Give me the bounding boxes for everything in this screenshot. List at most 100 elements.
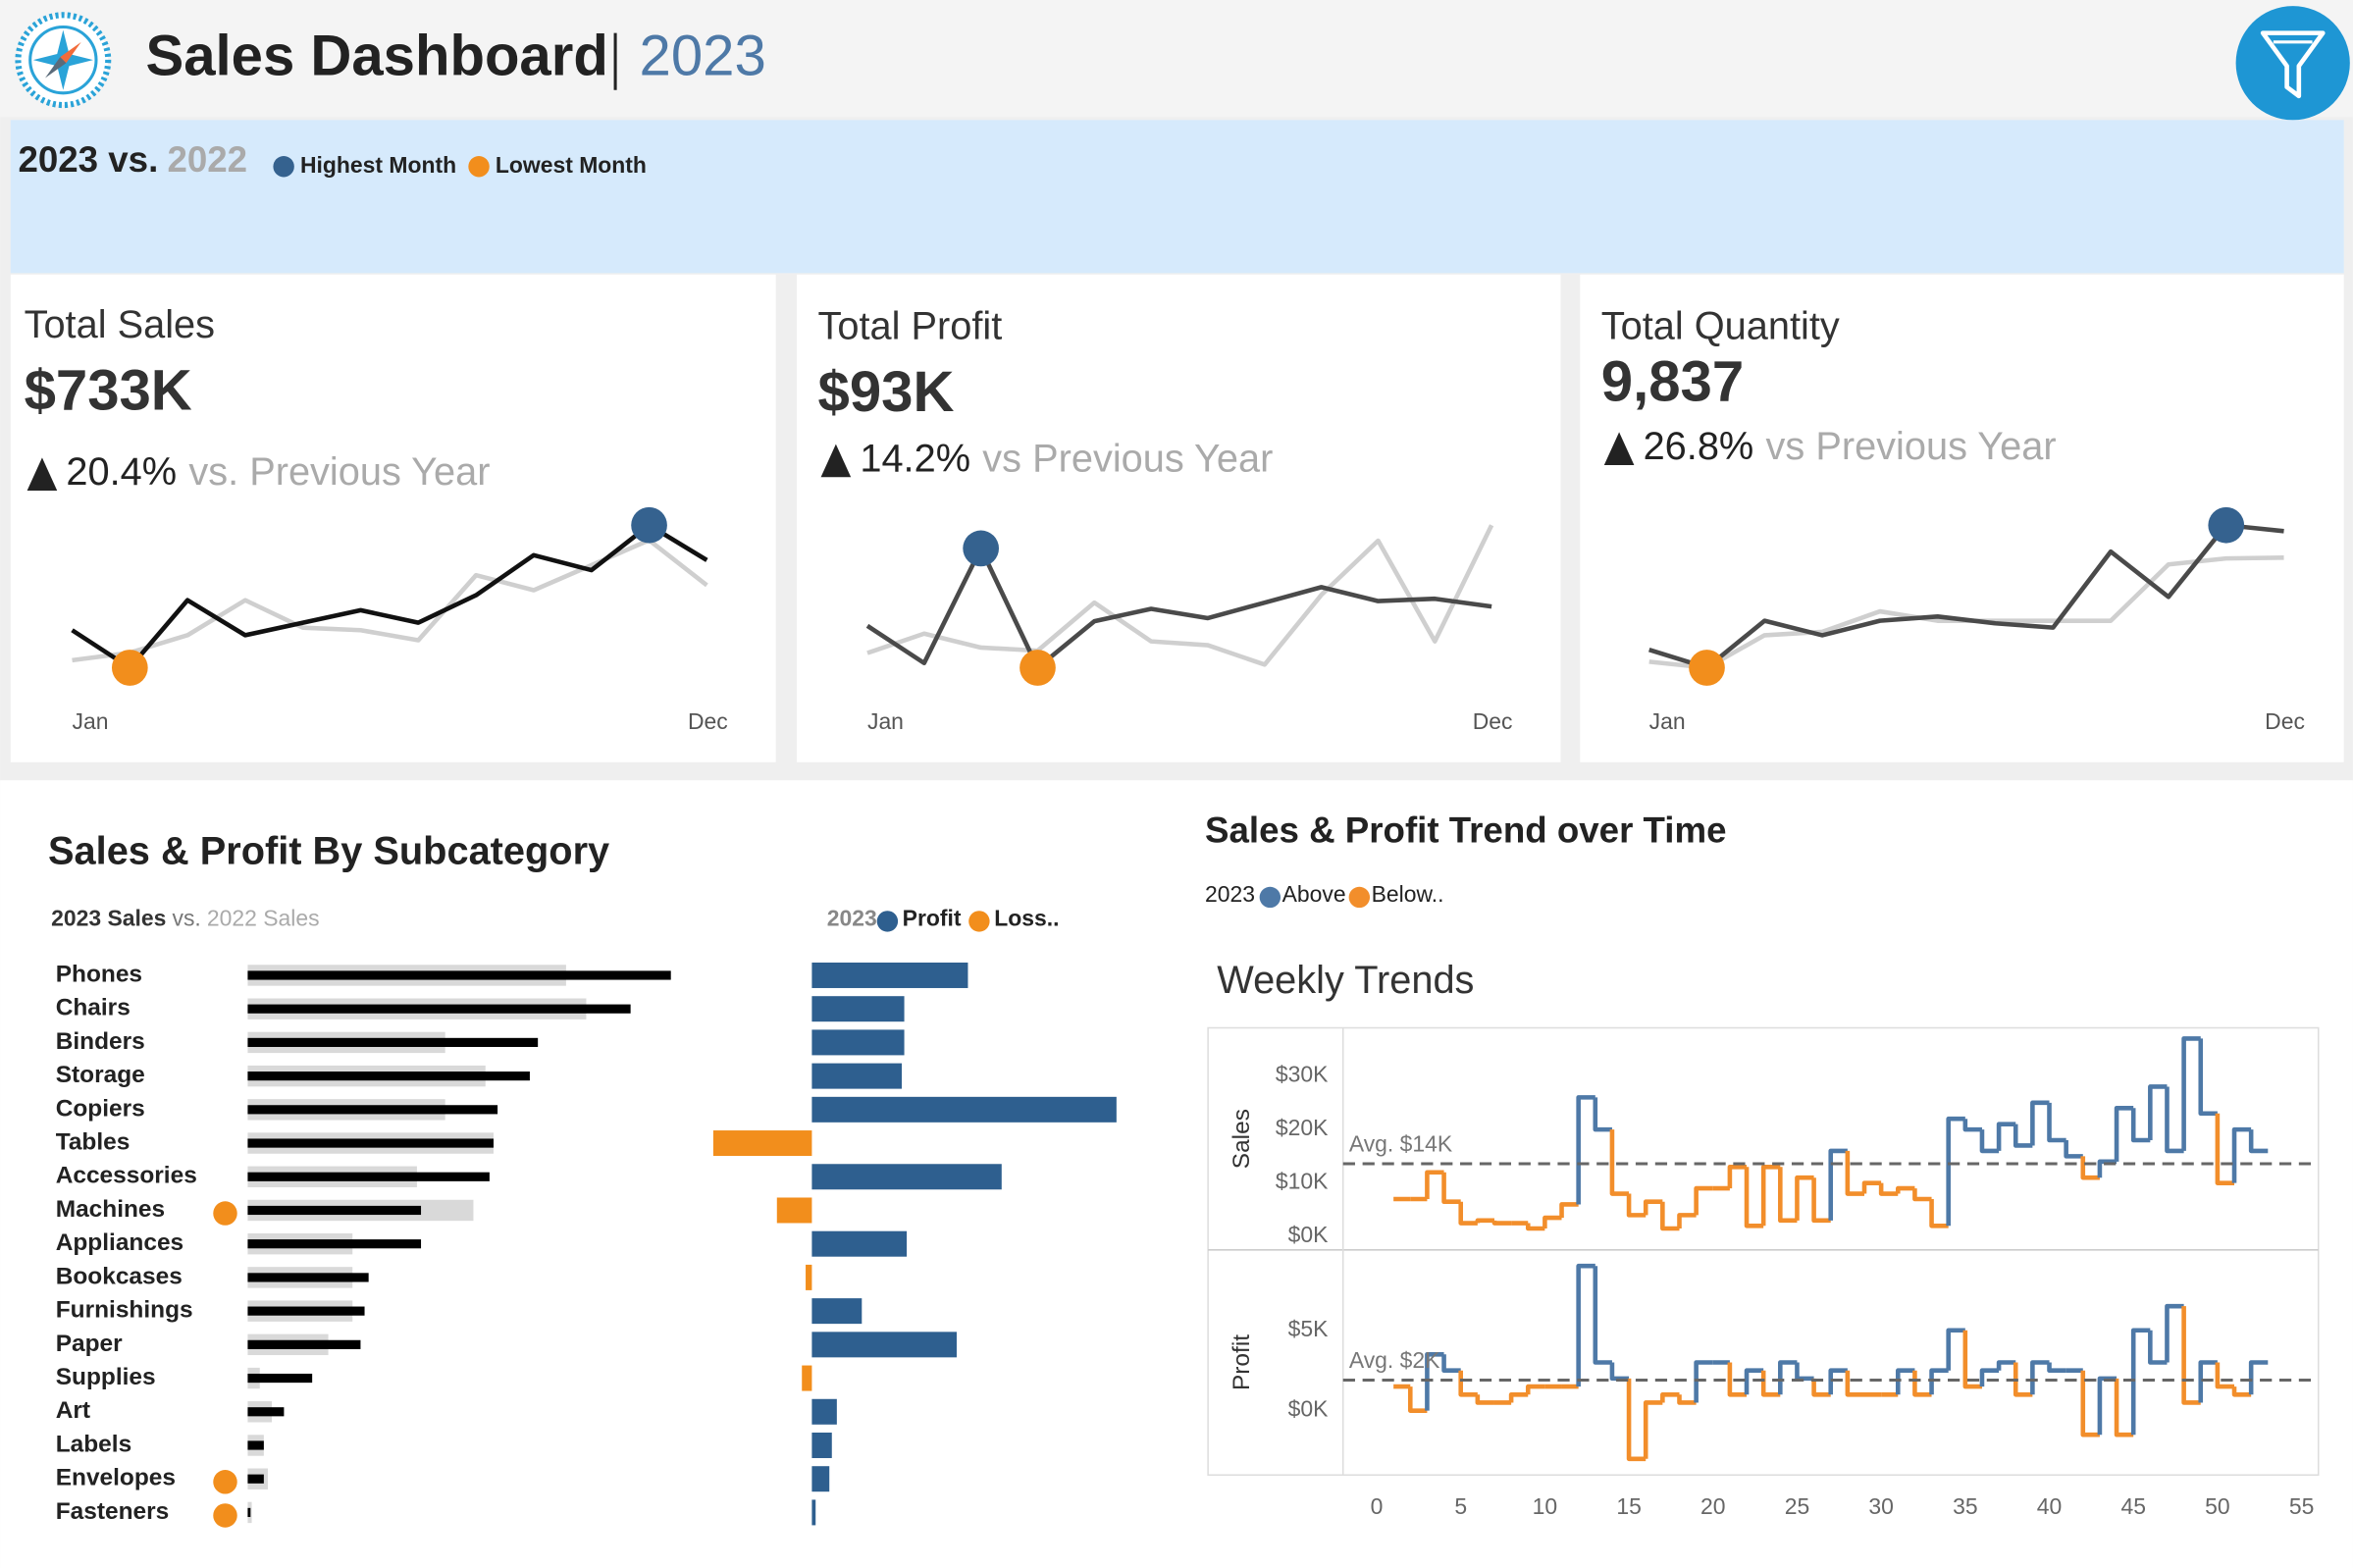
category-label: Accessories: [56, 1163, 197, 1189]
x-tick-label: 55: [2289, 1493, 2315, 1519]
kpi-card: [797, 274, 1561, 762]
x-tick-label: Jan: [1649, 708, 1686, 734]
x-tick-label: 50: [2205, 1493, 2230, 1519]
category-label: Labels: [56, 1431, 131, 1457]
weekly-step: [1828, 1148, 1848, 1221]
kpi-change: 20.4% vs. Previous Year: [66, 450, 490, 494]
x-tick-label: 40: [2037, 1493, 2063, 1519]
weekly-step: [1996, 1360, 2016, 1371]
legend-label: Loss..: [994, 905, 1059, 930]
weekly-step: [2248, 1129, 2269, 1154]
weekly-step: [1475, 1218, 1494, 1224]
change-value: 14.2%: [860, 437, 970, 480]
weekly-step: [1929, 1368, 1949, 1395]
bar-current-year: [247, 1105, 498, 1115]
sparkline: [71, 522, 708, 670]
legend: 2023 Sales vs. 2022 Sales: [51, 905, 319, 930]
weekly-step: [2064, 1140, 2083, 1159]
bar-current-year: [247, 1407, 285, 1417]
y-axis-label: Sales: [1229, 1109, 1255, 1169]
y-tick-label: $0K: [1288, 1222, 1329, 1247]
legend-dot: [1348, 886, 1371, 909]
weekly-step: [1778, 1360, 1798, 1395]
dashboard-title: Sales Dashboard: [145, 25, 607, 88]
weekly-step: [1458, 1370, 1478, 1397]
change-text: vs Previous Year: [1766, 425, 2057, 468]
weekly-step: [2215, 1113, 2235, 1185]
banner-previous: 2022: [167, 139, 247, 180]
weekly-step: [2047, 1362, 2066, 1373]
weekly-step: [1828, 1368, 1848, 1395]
weekly-step: [1895, 1368, 1915, 1395]
lowest-month-dot: [1689, 650, 1725, 686]
profit-bar: [712, 1130, 812, 1157]
legend-title: 2023: [1205, 881, 1255, 907]
profit-bar: [811, 1398, 837, 1425]
lowest-month-dot: [1020, 650, 1056, 686]
category-label: Storage: [56, 1062, 145, 1088]
weekly-step: [1744, 1368, 1764, 1395]
profit-bar: [811, 1432, 832, 1458]
sparkline: [866, 524, 1494, 667]
bar-current-year: [247, 1507, 251, 1518]
weekly-step: [1962, 1119, 1982, 1132]
weekly-step: [1593, 1266, 1612, 1365]
weekly-step: [1626, 1378, 1647, 1462]
weekly-step: [1643, 1400, 1663, 1459]
weekly-step: [2080, 1370, 2100, 1437]
profit-bar: [811, 962, 968, 988]
bar-current-year: [247, 1138, 494, 1148]
average-label: Avg. $2K: [1349, 1347, 1440, 1373]
up-triangle: [1603, 432, 1635, 466]
profit-bar: [811, 1096, 1117, 1123]
x-tick-label: 35: [1953, 1493, 1978, 1519]
average-label: Avg. $14K: [1349, 1131, 1453, 1157]
kpi-title: Total Quantity: [1601, 304, 1840, 347]
filter-button[interactable]: [2235, 6, 2350, 121]
profit-bar: [776, 1197, 812, 1224]
weekly-step: [1861, 1180, 1882, 1194]
profit-bar: [811, 1499, 816, 1526]
banner-current: 2023 vs.: [18, 139, 158, 180]
weekly-step: [2114, 1378, 2134, 1437]
legend-label: Above: [1282, 881, 1346, 907]
category-label: Tables: [56, 1129, 131, 1156]
weekly-step: [1660, 1201, 1680, 1231]
weekly-step: [2047, 1102, 2066, 1143]
weekly-step: [2215, 1362, 2235, 1389]
weekly-step: [2181, 1036, 2201, 1151]
weekly-step: [1677, 1213, 1697, 1228]
weekly-step: [2181, 1306, 2201, 1405]
x-tick-label: 45: [2120, 1493, 2146, 1519]
y-tick-label: $10K: [1276, 1169, 1329, 1194]
x-tick-label: Dec: [2265, 708, 2305, 734]
x-tick-label: 20: [1700, 1493, 1726, 1519]
bar-current-year: [247, 1239, 422, 1249]
legend-dot: [273, 156, 294, 178]
weekly-step: [1962, 1330, 1982, 1389]
category-label: Fasteners: [56, 1498, 170, 1525]
weekly-step: [1912, 1370, 1932, 1397]
weekly-step: [2231, 1386, 2252, 1397]
legend: 2023: [827, 905, 877, 930]
x-tick-label: 0: [1371, 1493, 1384, 1519]
category-label: Chairs: [56, 995, 131, 1021]
x-tick-label: Jan: [73, 708, 109, 734]
bar-current-year: [247, 1037, 539, 1047]
chart-title: Sales & Profit By Subcategory: [48, 830, 609, 873]
legend-entry: 2022 Sales: [207, 905, 320, 930]
bar-current-year: [247, 1373, 313, 1384]
weekly-step: [1878, 1182, 1899, 1196]
kpi-change: 26.8% vs Previous Year: [1644, 425, 2057, 468]
weekly-step: [2165, 1303, 2184, 1363]
header-bar: [0, 0, 2353, 118]
bar-current-year: [247, 1205, 422, 1216]
highest-month-dot: [2208, 506, 2245, 544]
weekly-step: [1576, 1263, 1595, 1387]
weekly-step: [1441, 1354, 1461, 1373]
x-tick-label: 10: [1533, 1493, 1557, 1519]
legend-label: Lowest Month: [496, 152, 647, 178]
logo: [15, 12, 112, 109]
